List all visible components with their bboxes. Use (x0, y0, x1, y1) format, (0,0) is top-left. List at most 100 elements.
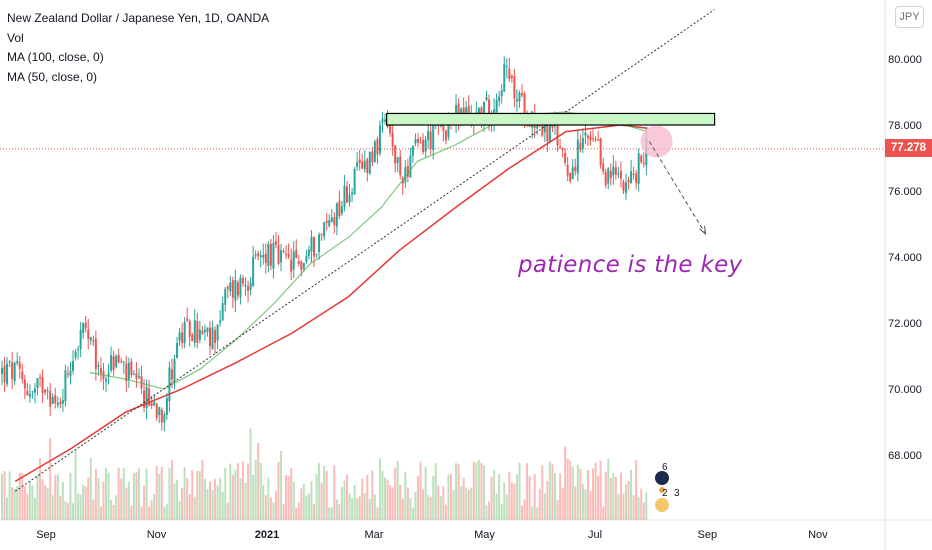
candle-body (196, 321, 199, 343)
candle-body (234, 280, 237, 301)
volume-bar (209, 481, 212, 520)
volume-bar (11, 487, 14, 520)
candle-body (1, 367, 3, 374)
legend-symbol-title[interactable]: New Zealand Dollar / Japanese Yen, 1D, O… (7, 11, 270, 25)
legend-volume[interactable]: Vol (7, 30, 24, 45)
candle-body (548, 122, 551, 142)
volume-bar (285, 475, 288, 520)
event-icon[interactable] (655, 471, 669, 485)
ma100-line[interactable] (14, 124, 648, 483)
volume-bar (635, 460, 638, 520)
candle-body (546, 121, 549, 142)
candle-body (33, 388, 36, 393)
volume-bar (328, 507, 331, 520)
candle-body (274, 241, 277, 245)
candle-body (368, 151, 371, 174)
candle-body (214, 330, 217, 343)
candle-body (521, 93, 524, 96)
candle-body (252, 256, 255, 286)
volume-bar (6, 497, 9, 520)
volume-bar (386, 479, 389, 520)
candle-body (285, 253, 288, 255)
volume-bar (609, 477, 612, 520)
legend-ma50[interactable]: MA (50, close, 0) (7, 69, 98, 84)
volume-bar (632, 495, 635, 520)
volume-bar (604, 472, 607, 520)
volume-bar (264, 495, 267, 520)
event-count-c[interactable]: 3 (674, 488, 680, 499)
event-count-b[interactable]: 2 (662, 488, 668, 499)
volume-bar (503, 482, 506, 520)
volume-bar (356, 498, 359, 520)
candle-body (155, 403, 158, 418)
volume-bar (579, 468, 582, 520)
candle-body (376, 139, 379, 155)
resistance-zone[interactable] (386, 112, 716, 126)
candle-body (198, 329, 201, 340)
candle-body (635, 173, 638, 183)
candle-body (571, 167, 574, 179)
volume-bar (127, 481, 130, 520)
projection-arrowhead (699, 225, 707, 236)
volume-bar (107, 472, 110, 520)
volume-bar (295, 507, 298, 520)
candle-body (229, 282, 232, 292)
volume-bar (444, 504, 447, 520)
x-tick-label: May (474, 529, 495, 541)
volume-bar (521, 505, 524, 520)
volume-bar (455, 463, 458, 520)
candle-body (16, 361, 19, 364)
candle-body (358, 159, 361, 164)
candle-body (427, 130, 430, 141)
candle-body (566, 164, 569, 176)
candle-body (579, 142, 582, 150)
candle-body (373, 141, 376, 162)
volume-bar (77, 493, 80, 520)
volume-bar (460, 486, 463, 520)
volume-bar (112, 504, 115, 520)
candle-body (630, 171, 633, 184)
volume-bar (181, 487, 184, 520)
volume-bar (221, 491, 224, 520)
candle-body (226, 286, 229, 289)
volume-bar (130, 505, 133, 520)
y-tick-label: 72.000 (888, 318, 922, 330)
candle-body (110, 355, 113, 371)
annotation-text[interactable]: patience is the key (518, 252, 743, 278)
volume-bar (498, 473, 501, 520)
volume-bar (158, 474, 161, 520)
volume-bar (267, 477, 270, 520)
volume-bar (115, 495, 118, 520)
candle-body (36, 378, 39, 388)
candle-body (224, 288, 227, 305)
volume-bar (523, 499, 526, 520)
volume-bar (54, 475, 57, 520)
candle-body (292, 251, 295, 270)
candle-body (411, 145, 414, 156)
events-markers[interactable]: 6 2 3 (652, 460, 686, 520)
event-count-a[interactable]: 6 (662, 462, 668, 473)
volume-bar (533, 474, 536, 520)
candle-body (614, 167, 617, 175)
candle-body (640, 155, 643, 163)
ascending-trendline[interactable] (14, 9, 715, 492)
volume-bar (1, 474, 3, 520)
candle-body (163, 414, 166, 423)
volume-bar (477, 459, 480, 520)
candle-body (188, 320, 191, 337)
volume-bar (399, 484, 402, 520)
volume-bar (449, 473, 452, 520)
volume-bar (564, 446, 567, 520)
y-tick-label: 76.000 (888, 186, 922, 198)
volume-bar (345, 474, 348, 520)
volume-bar (508, 471, 511, 520)
highlight-circle[interactable] (640, 125, 673, 158)
volume-bar (36, 475, 39, 520)
volume-bar (241, 461, 244, 520)
legend-ma100[interactable]: MA (100, close, 0) (7, 50, 104, 64)
candle-body (132, 373, 135, 375)
currency-button[interactable]: JPY (895, 6, 924, 28)
event-icon[interactable] (655, 498, 669, 512)
volume-bar (510, 482, 513, 520)
